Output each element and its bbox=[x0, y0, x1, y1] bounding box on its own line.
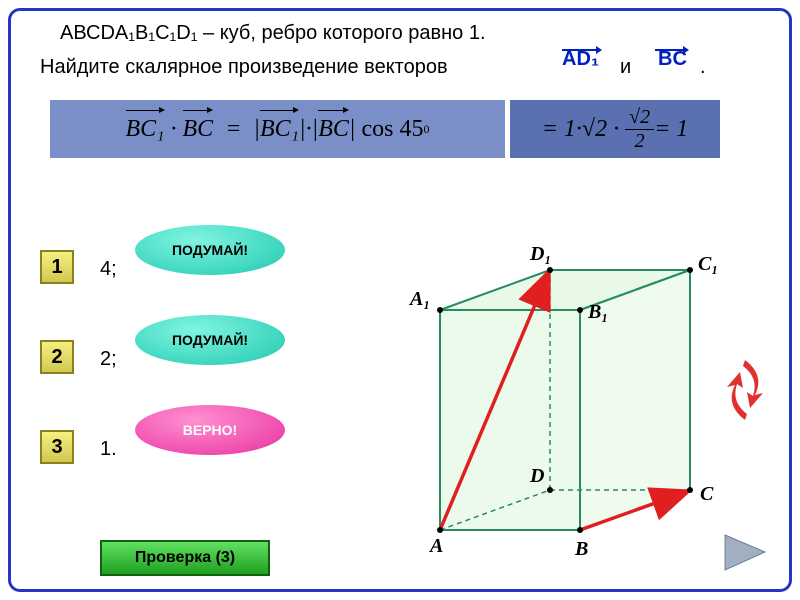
red-swirl-icon[interactable] bbox=[715, 350, 775, 430]
cube-diagram: A B C D A₁ B₁ C₁ D₁ bbox=[370, 200, 740, 570]
problem-line1: АВСDA₁B₁C₁D₁ – куб, ребро которого равно… bbox=[60, 22, 486, 45]
rhs-end: = 1 bbox=[654, 116, 688, 143]
label-D1: D₁ bbox=[529, 243, 551, 265]
formula-bc-2: BC bbox=[318, 116, 349, 143]
formula-bc-1: BC bbox=[183, 116, 214, 143]
frac-num: √2 bbox=[625, 106, 654, 130]
label-B: B bbox=[574, 538, 588, 560]
feedback-bubble-1: ПОДУМАЙ! bbox=[135, 225, 285, 275]
answer-value-1: 4; bbox=[100, 258, 117, 281]
label-A: A bbox=[428, 535, 443, 557]
formula-box-left: BC₁ · BC = | BC₁ |·| BC | cos 45 0 bbox=[50, 100, 505, 158]
answer-value-2: 2; bbox=[100, 348, 117, 371]
bar1: | bbox=[253, 116, 260, 143]
label-C1: C₁ bbox=[698, 253, 718, 275]
rhs1: = 1· bbox=[542, 116, 582, 143]
dot2: · bbox=[607, 116, 625, 143]
cos45: cos 45 bbox=[362, 116, 424, 143]
vector-ad1-label: AD₁ bbox=[562, 48, 599, 71]
answer-button-3[interactable]: 3 bbox=[40, 430, 74, 464]
problem-line2: Найдите скалярное произведение векторов bbox=[40, 56, 448, 79]
deg: 0 bbox=[424, 122, 430, 137]
formula-box-right: = 1· √2 · √2 2 = 1 bbox=[510, 100, 720, 158]
label-B1: B₁ bbox=[587, 301, 608, 323]
eq: = bbox=[213, 116, 253, 143]
formula-bc1-1: BC₁ bbox=[126, 116, 165, 143]
check-button[interactable]: Проверка (3) bbox=[100, 540, 270, 576]
answer-button-2[interactable]: 2 bbox=[40, 340, 74, 374]
vector-bc-label: BC bbox=[658, 48, 687, 71]
frac-den: 2 bbox=[631, 130, 649, 153]
answer-button-1[interactable]: 1 bbox=[40, 250, 74, 284]
label-C: C bbox=[700, 483, 714, 505]
bar3: | bbox=[349, 116, 362, 143]
label-D: D bbox=[529, 465, 544, 487]
bar2: |·| bbox=[299, 116, 318, 143]
formula-bc1-2: BC₁ bbox=[260, 116, 299, 143]
and-word: и bbox=[620, 56, 631, 79]
next-arrow-icon[interactable] bbox=[720, 530, 775, 575]
label-A1: A₁ bbox=[408, 288, 430, 310]
answer-value-3: 1. bbox=[100, 438, 117, 461]
dot: · bbox=[165, 116, 183, 143]
feedback-bubble-3: ВЕРНО! bbox=[135, 405, 285, 455]
fraction: √2 2 bbox=[625, 106, 654, 153]
sqrt2: √2 bbox=[582, 116, 607, 143]
period: . bbox=[700, 56, 706, 79]
feedback-bubble-2: ПОДУМАЙ! bbox=[135, 315, 285, 365]
